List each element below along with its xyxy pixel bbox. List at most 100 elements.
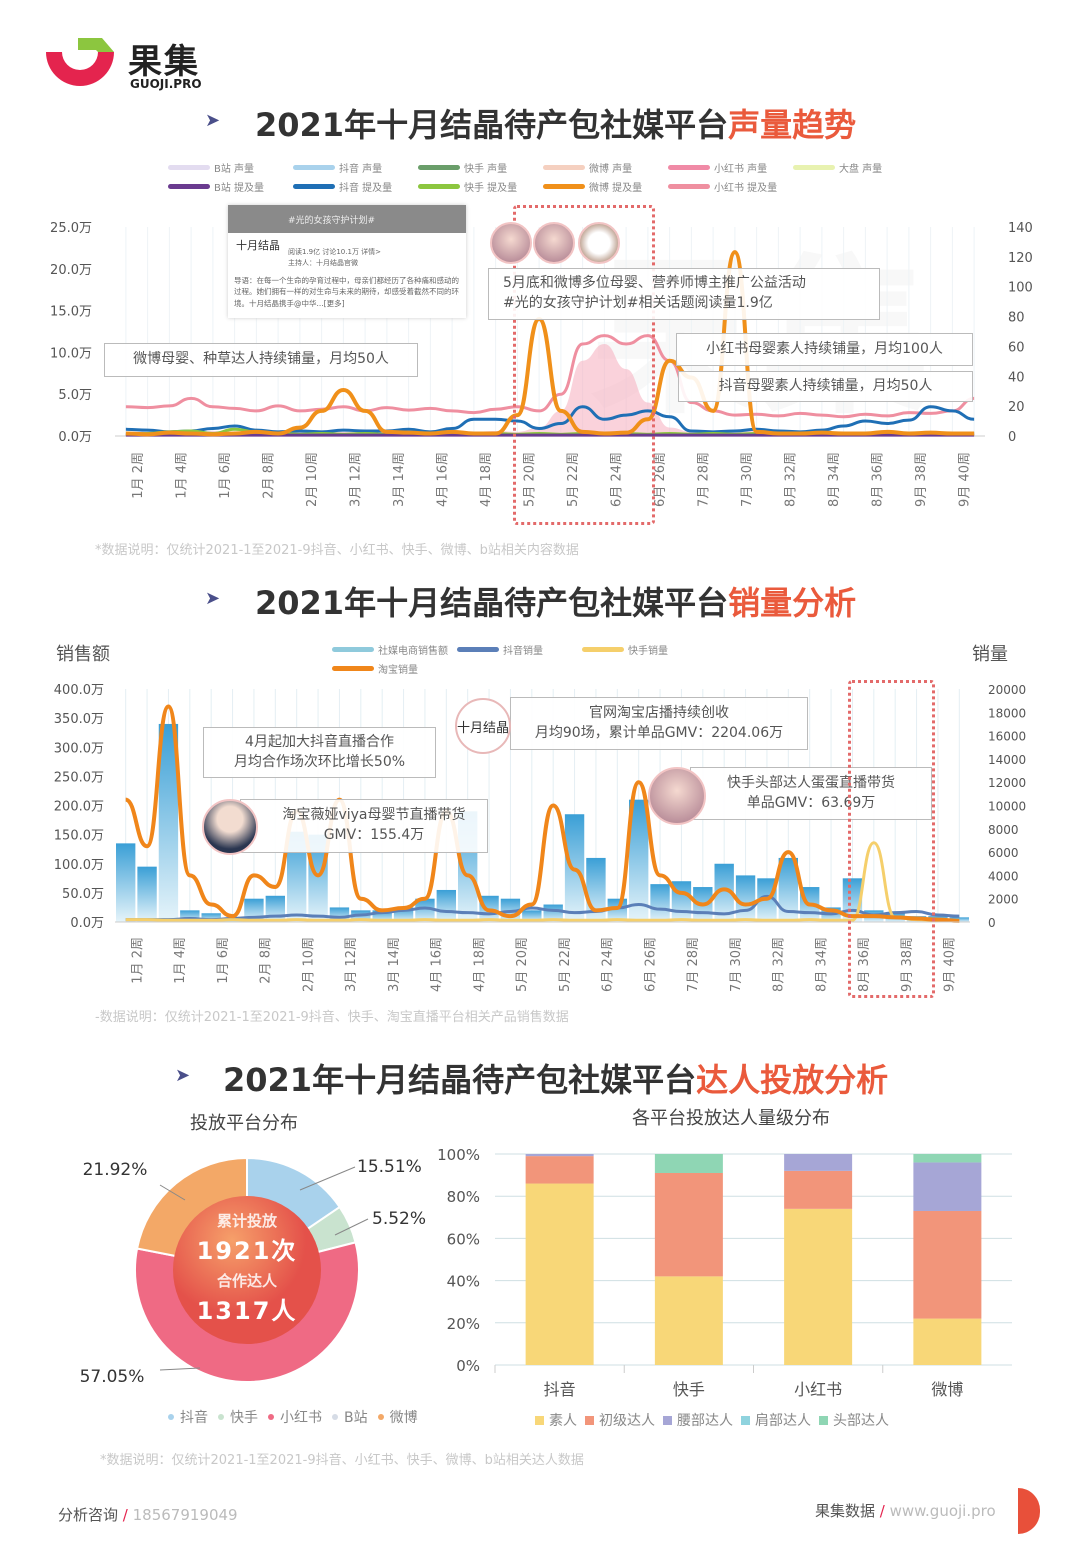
- kol-label: 合作达人: [216, 1272, 277, 1290]
- brand-logo: [42, 36, 118, 92]
- legend-swatch: [293, 165, 335, 170]
- section3-note: *数据说明：仅统计2021-1至2021-9抖音、小红书、快手、微博、b站相关达…: [100, 1453, 584, 1468]
- x-tick-label: 1月 4周: [174, 452, 189, 499]
- legend-item: B站: [332, 1407, 368, 1427]
- pie-value-label: 57.05%: [80, 1367, 145, 1387]
- x-tick-label: 3月 12周: [348, 452, 363, 507]
- sales-bar: [607, 898, 627, 922]
- category-label: 小红书: [794, 1380, 842, 1399]
- x-tick-label: 5月 20周: [522, 452, 537, 507]
- x-tick-label: 9月 38周: [914, 452, 929, 507]
- legend-swatch: [332, 647, 374, 652]
- legend-label: 微博: [389, 1410, 418, 1426]
- x-tick-label: 2月 10周: [305, 452, 320, 507]
- sales-bar: [415, 898, 435, 922]
- y-tick-right: 16000: [988, 730, 1026, 744]
- stacked-segment-腰部达人: [525, 1154, 594, 1157]
- pie-chart: 15.51% 5.52% 57.05% 21.92%: [80, 1156, 426, 1387]
- category-label: 快手: [673, 1380, 705, 1399]
- annotation-weibo: 微博母婴、种草达人持续铺量，月均50人: [104, 343, 418, 377]
- avatar: [490, 222, 532, 264]
- y-tick-left: 50.0万: [62, 887, 104, 902]
- card-text: 导语：在每一个生命的孕育过程中，母亲们都经历了各种痛和感动的过程。她们拥有一样的…: [234, 276, 459, 308]
- x-tick-label: 7月 28周: [686, 937, 701, 992]
- x-tick-label: 8月 34周: [827, 452, 842, 507]
- x-tick-label: 1月 2周: [131, 452, 146, 499]
- y-tick-label: 60%: [447, 1230, 480, 1248]
- legend-item: 头部达人: [819, 1410, 889, 1430]
- stacked-segment-初级达人: [525, 1156, 594, 1184]
- x-tick-label: 8月 36周: [870, 452, 885, 507]
- y-tick-label: 0%: [456, 1357, 480, 1375]
- legend-item: B站 声量: [168, 160, 293, 175]
- card-host: 主持人：十月结晶官微: [288, 259, 358, 267]
- chart2-legend: 社媒电商销售额 抖音销量 快手销量 淘宝销量: [332, 642, 792, 676]
- legend-label: 抖音 提及量: [339, 183, 393, 194]
- logo-mark-icon: [46, 38, 114, 86]
- footer-site: 果集数据 / www.guoji.pro: [815, 1502, 996, 1520]
- legend-item: 抖音: [168, 1407, 208, 1427]
- annotation-kuaishou: 快手头部达人蛋蛋直播带货 单品GMV：63.69万: [690, 767, 932, 820]
- legend-item: 抖音 声量: [293, 160, 418, 175]
- brand-badge: 十月结晶: [455, 698, 511, 754]
- x-tick-label: 2月 10周: [301, 937, 316, 992]
- legend-label: B站 提及量: [214, 183, 265, 194]
- ylabel-right: 销量: [972, 644, 1008, 665]
- highlight-range: [848, 680, 935, 998]
- leader-line: [159, 1184, 186, 1201]
- section-arrow-icon: ➤: [205, 110, 221, 131]
- x-tick-label: 2月 8周: [261, 452, 276, 499]
- site-link[interactable]: www.guoji.pro: [889, 1502, 996, 1520]
- x-tick-label: 1月 2周: [130, 937, 145, 984]
- legend-swatch: [218, 1414, 224, 1420]
- sales-bar: [735, 875, 756, 922]
- y-tick-right: 2000: [988, 893, 1019, 907]
- y-tick-label: 40%: [447, 1273, 480, 1291]
- legend-item: 小红书: [268, 1407, 322, 1427]
- section-arrow-icon: ➤: [175, 1065, 191, 1086]
- legend-swatch: [332, 666, 374, 671]
- section-title-sales: 2021年十月结晶待产包社媒平台销量分析: [255, 584, 857, 622]
- legend-item: 微博: [377, 1407, 418, 1427]
- legend-swatch: [668, 165, 710, 170]
- legend-label: 快手: [230, 1410, 258, 1426]
- series-line-快手销量: [125, 841, 960, 923]
- sales-bar: [287, 831, 307, 922]
- series-line-抖音销量: [125, 894, 960, 922]
- stacked-segment-初级达人: [913, 1210, 982, 1319]
- x-tick-label: 9月 38周: [900, 937, 915, 992]
- y-tick-right: 80: [1008, 311, 1025, 326]
- y-tick-right: 120: [1008, 251, 1033, 266]
- legend-label: 淘宝销量: [378, 665, 418, 676]
- stacked-segment-腰部达人: [784, 1154, 853, 1171]
- y-tick-right: 14000: [988, 753, 1026, 767]
- legend-label: 肩部达人: [755, 1413, 811, 1429]
- category-label: 抖音: [544, 1380, 576, 1399]
- avatar: [202, 799, 258, 855]
- legend-label: 微博 提及量: [589, 183, 643, 194]
- legend-item: 微博 声量: [543, 160, 668, 175]
- pie-value-label: 5.52%: [372, 1209, 426, 1229]
- legend-item: 素人: [535, 1410, 577, 1430]
- pie-value-label: 21.92%: [83, 1160, 148, 1180]
- legend-swatch: [293, 184, 335, 189]
- annotation-taobao-shop: 官网淘宝店播持续创收 月均90场，累计单品GMV：2204.06万: [510, 697, 808, 750]
- legend-swatch: [377, 1414, 384, 1420]
- sales-bar: [522, 910, 542, 922]
- stacked-title: 各平台投放达人量级分布: [632, 1108, 830, 1129]
- y-tick-left: 150.0万: [54, 829, 104, 844]
- x-tick-label: 9月 40周: [943, 937, 958, 992]
- legend-swatch: [819, 1415, 828, 1425]
- sales-bar: [629, 799, 649, 922]
- section-title-trend: 2021年十月结晶待产包社媒平台声量趋势: [255, 106, 857, 144]
- y-tick-left: 15.0万: [50, 305, 92, 320]
- legend-label: 快手 声量: [464, 164, 508, 175]
- chart1-legend: B站 声量 抖音 声量 快手 声量 微博 声量 小红书 声量 大盘 声量 B站 提及量 抖音 …: [168, 160, 928, 194]
- y-tick-left: 250.0万: [54, 770, 104, 785]
- y-tick-right: 0: [1008, 430, 1016, 445]
- legend-item: 社媒电商销售额: [332, 642, 457, 657]
- avatar: [578, 222, 620, 264]
- y-tick-left: 400.0万: [54, 683, 104, 698]
- y-tick-right: 8000: [988, 823, 1019, 837]
- pie-center: 累计投放 1921次 合作达人 1317人: [170, 1210, 324, 1326]
